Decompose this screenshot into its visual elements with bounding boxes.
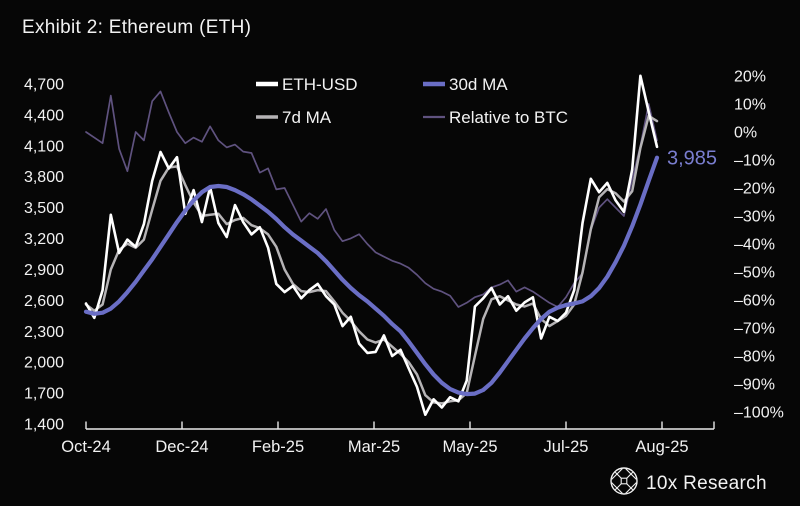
left-axis-tick-label: 4,400 xyxy=(24,107,64,124)
right-axis-tick-label: –30% xyxy=(734,209,775,226)
legend-item-relative-to-btc: Relative to BTC xyxy=(423,108,568,127)
chart-legend: ETH-USD 30d MA 7d MA Relative to BTC xyxy=(256,75,568,127)
right-axis-tick-label: –20% xyxy=(734,181,775,198)
x-axis-tick-label: Oct-24 xyxy=(61,438,111,456)
x-axis-dates: Oct-24 Dec-24 Feb-25 Mar-25 May-25 Jul-25 Aug-… xyxy=(61,421,715,456)
right-axis-tick-label: 20% xyxy=(734,69,766,86)
brand-watermark: 10x Research xyxy=(610,467,767,495)
left-axis-tick-label: 3,800 xyxy=(24,169,64,186)
x-axis-tick-label: Dec-24 xyxy=(155,438,208,456)
left-axis-tick-label: 2,300 xyxy=(24,324,64,341)
left-axis-tick-label: 2,900 xyxy=(24,262,64,279)
legend-item-7d-ma: 7d MA xyxy=(256,108,332,127)
chart-series xyxy=(83,74,660,416)
left-axis-tick-label: 3,200 xyxy=(24,231,64,248)
x-axis-tick-label: Feb-25 xyxy=(252,438,304,456)
x-axis-tick-label: Jul-25 xyxy=(544,438,589,456)
series-line-30d-ma xyxy=(83,155,660,397)
globe-lattice-icon xyxy=(610,467,638,495)
left-axis-tick-label: 3,500 xyxy=(24,200,64,217)
ma30-last-value-annotation: 3,985 xyxy=(667,148,717,170)
legend-label: Relative to BTC xyxy=(449,108,568,127)
right-axis-tick-label: –90% xyxy=(734,377,775,394)
left-axis-tick-label: 4,700 xyxy=(24,77,64,94)
legend-item-eth-usd: ETH-USD xyxy=(256,75,358,94)
left-axis-tick-label: 1,400 xyxy=(24,417,64,434)
globe-icon-ring xyxy=(610,467,638,495)
y-axis-left-price: 4,700 4,400 4,100 3,800 3,500 3,200 2,900 2,600… xyxy=(24,77,64,434)
right-axis-tick-label: 10% xyxy=(734,97,766,114)
right-axis-tick-label: –80% xyxy=(734,349,775,366)
x-axis-tick-label: May-25 xyxy=(442,438,497,456)
legend-label: 30d MA xyxy=(449,75,508,94)
legend-item-30d-ma: 30d MA xyxy=(423,75,508,94)
right-axis-tick-label: –40% xyxy=(734,237,775,254)
globe-icon-center-square xyxy=(620,477,628,485)
series-line-eth-usd xyxy=(84,74,659,416)
left-axis-tick-label: 1,700 xyxy=(24,386,64,403)
left-axis-tick-label: 4,100 xyxy=(24,138,64,155)
right-axis-tick-label: 0% xyxy=(734,125,757,142)
x-axis-tick-label: Aug-25 xyxy=(635,438,688,456)
chart-title: Exhibit 2: Ethereum (ETH) xyxy=(22,17,251,38)
left-axis-tick-label: 2,600 xyxy=(24,293,64,310)
right-axis-tick-label: –60% xyxy=(734,293,775,310)
right-axis-tick-label: –70% xyxy=(734,321,775,338)
legend-label: 7d MA xyxy=(282,108,332,127)
right-axis-tick-label: –100% xyxy=(734,405,784,422)
y-axis-right-percent: 20% 10% 0% –10% –20% –30% –40% –50% –60% –70% –80%… xyxy=(734,69,784,422)
brand-name: 10x Research xyxy=(646,473,767,494)
left-axis-tick-label: 2,000 xyxy=(24,355,64,372)
x-axis-tick-label: Mar-25 xyxy=(348,438,400,456)
right-axis-tick-label: –10% xyxy=(734,153,775,170)
right-axis-tick-label: –50% xyxy=(734,265,775,282)
series-line-relative-to-btc xyxy=(85,90,658,308)
legend-label: ETH-USD xyxy=(282,75,358,94)
